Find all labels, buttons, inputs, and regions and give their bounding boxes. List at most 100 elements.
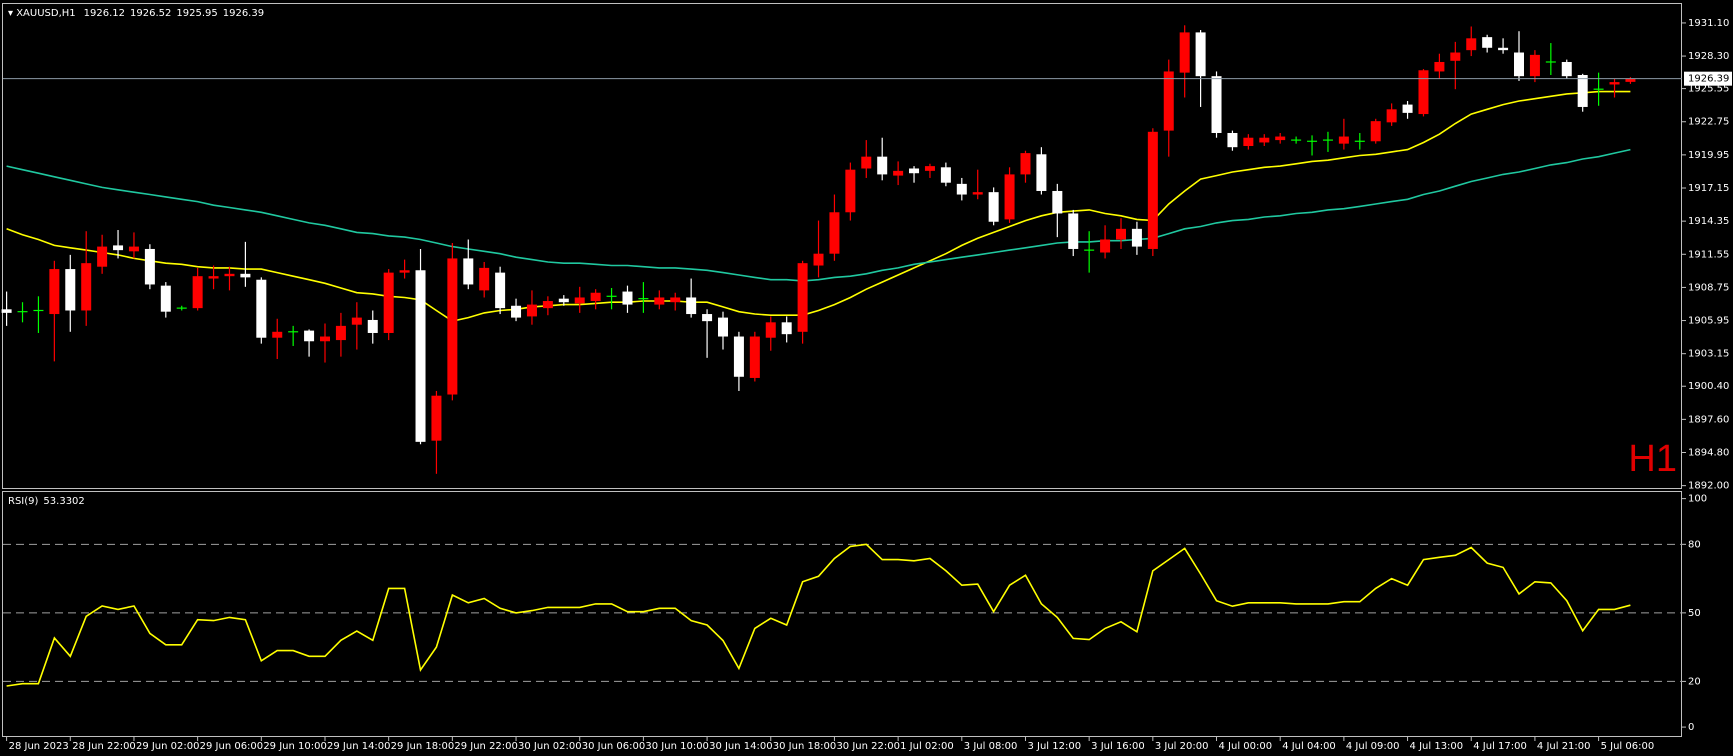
candle-body bbox=[972, 192, 983, 195]
candle-body bbox=[940, 167, 951, 183]
line-series bbox=[6, 90, 1631, 322]
last-low: 1925.95 bbox=[176, 8, 217, 19]
last-high: 1926.52 bbox=[130, 8, 171, 19]
y-tick-label: 0 bbox=[1688, 722, 1694, 733]
candle-body bbox=[1243, 137, 1254, 147]
y-tick-label: 1900.40 bbox=[1688, 381, 1729, 392]
candle-body bbox=[144, 248, 155, 285]
x-tick-label: 29 Jun 14:00 bbox=[327, 741, 391, 752]
x-tick-label: 4 Jul 09:00 bbox=[1346, 741, 1400, 752]
x-tick-label: 3 Jul 16:00 bbox=[1091, 741, 1145, 752]
candle-body bbox=[1211, 76, 1222, 133]
x-tick-label: 4 Jul 13:00 bbox=[1410, 741, 1464, 752]
candle-body bbox=[1609, 82, 1620, 85]
x-tick-label: 29 Jun 02:00 bbox=[136, 741, 200, 752]
candle-body bbox=[1418, 70, 1429, 115]
candle-body bbox=[351, 317, 362, 325]
candle-body bbox=[1625, 78, 1636, 82]
candle-body bbox=[1227, 132, 1238, 148]
y-tick-label: 1897.60 bbox=[1688, 414, 1729, 425]
last-close: 1926.39 bbox=[223, 8, 264, 19]
x-tick-label: 5 Jul 06:00 bbox=[1601, 741, 1655, 752]
x-tick-label: 30 Jun 18:00 bbox=[773, 741, 837, 752]
x-tick-label: 30 Jun 02:00 bbox=[518, 741, 582, 752]
bid-label-box bbox=[1684, 71, 1732, 86]
candle-body bbox=[1466, 38, 1477, 51]
candle-body bbox=[1338, 136, 1349, 144]
candle-body bbox=[718, 317, 728, 337]
candle-body bbox=[1514, 52, 1524, 77]
candle-body bbox=[1, 309, 12, 313]
last-open: 1926.12 bbox=[84, 8, 125, 19]
y-tick-label: 80 bbox=[1688, 539, 1701, 550]
candle-body bbox=[574, 297, 585, 304]
y-tick-label: 1925.55 bbox=[1688, 84, 1729, 95]
candle-body bbox=[1131, 228, 1142, 247]
candle-body bbox=[829, 212, 840, 254]
y-tick-label: 1908.75 bbox=[1688, 282, 1729, 293]
candle-body bbox=[113, 245, 124, 251]
candle-body bbox=[511, 305, 522, 318]
candle-body bbox=[877, 156, 888, 175]
candle-body bbox=[558, 298, 569, 303]
candle-body bbox=[224, 273, 235, 277]
candle-body bbox=[81, 263, 92, 311]
candle-body bbox=[320, 336, 330, 342]
candle-body bbox=[861, 156, 872, 169]
candle-body bbox=[49, 269, 60, 315]
y-tick-label: 1922.75 bbox=[1688, 117, 1729, 128]
candle-body bbox=[256, 279, 267, 338]
candle-body bbox=[686, 297, 697, 315]
candle-body bbox=[1100, 239, 1111, 253]
candle-body bbox=[415, 270, 426, 442]
candle-body bbox=[304, 330, 315, 342]
candle-body bbox=[749, 336, 760, 378]
candle-body bbox=[1068, 213, 1079, 249]
x-tick-label: 30 Jun 10:00 bbox=[645, 741, 709, 752]
candle-body bbox=[463, 258, 474, 285]
y-tick-label: 1931.10 bbox=[1688, 18, 1729, 29]
candle-body bbox=[622, 291, 633, 305]
candle-body bbox=[526, 304, 537, 317]
candle-body bbox=[1434, 61, 1445, 72]
y-tick-label: 1914.35 bbox=[1688, 216, 1729, 227]
candle-body bbox=[1450, 52, 1461, 61]
candle-body bbox=[399, 270, 410, 273]
candle-body bbox=[192, 276, 203, 309]
candle-body bbox=[813, 253, 824, 266]
y-tick-label: 100 bbox=[1688, 494, 1707, 505]
candle-body bbox=[1561, 61, 1572, 77]
candle-body bbox=[431, 395, 442, 441]
candle-body bbox=[1004, 174, 1015, 220]
candle-body bbox=[1020, 153, 1031, 175]
candle-body bbox=[956, 183, 967, 195]
line-series bbox=[6, 543, 1631, 687]
candle-body bbox=[447, 258, 458, 395]
candle-body bbox=[97, 246, 108, 267]
price-pane-frame bbox=[2, 3, 1682, 489]
y-tick-label: 1919.95 bbox=[1688, 150, 1729, 161]
candle-body bbox=[924, 166, 935, 171]
candle-body bbox=[335, 325, 346, 341]
candle-body bbox=[1498, 47, 1509, 51]
candle-body bbox=[1370, 121, 1381, 142]
candle-body bbox=[702, 314, 713, 322]
y-tick-label: 1911.55 bbox=[1688, 249, 1729, 260]
candle-body bbox=[383, 272, 394, 333]
candle-body bbox=[208, 276, 219, 279]
x-tick-label: 29 Jun 10:00 bbox=[263, 741, 327, 752]
candle-body bbox=[1195, 32, 1206, 77]
y-tick-label: 50 bbox=[1688, 608, 1701, 619]
line-series bbox=[6, 148, 1631, 282]
candle-body bbox=[479, 267, 490, 291]
y-tick-label: 1905.95 bbox=[1688, 316, 1729, 327]
y-tick-label: 1903.15 bbox=[1688, 349, 1729, 360]
candle-body bbox=[240, 273, 251, 278]
candle-body bbox=[845, 169, 856, 213]
rsi-header: RSI(9) 53.3302 bbox=[8, 496, 85, 507]
candle-body bbox=[1259, 137, 1270, 143]
